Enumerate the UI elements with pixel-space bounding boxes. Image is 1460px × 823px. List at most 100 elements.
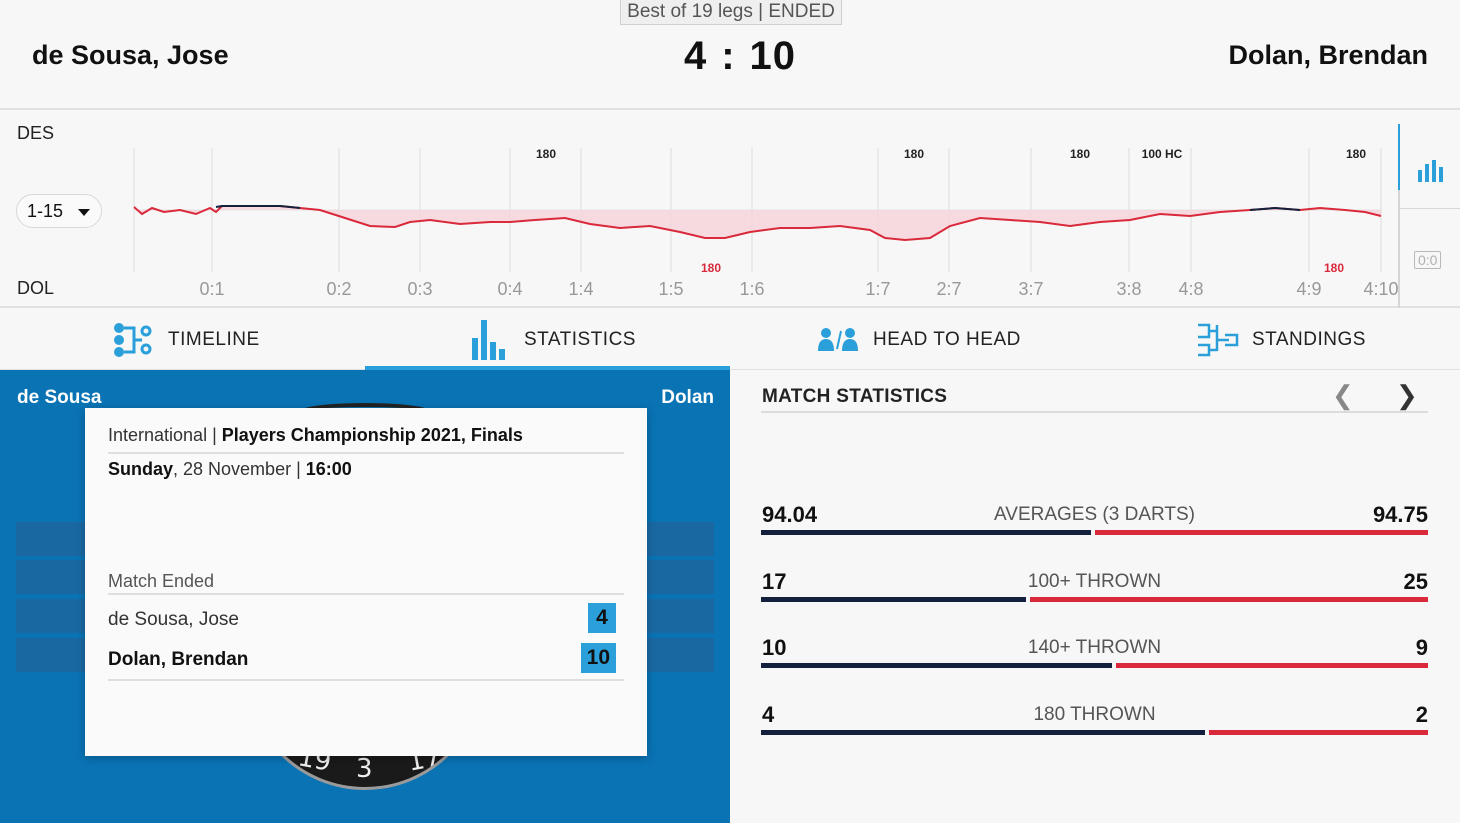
- leg-score-label: 1:6: [739, 279, 764, 299]
- stat-right-value: 25: [1403, 569, 1428, 594]
- match-time: 16:00: [305, 459, 352, 479]
- tab-standings[interactable]: STANDINGS: [1095, 310, 1460, 370]
- throw-row: [640, 599, 714, 633]
- divider: [108, 679, 624, 681]
- top-player-abbr: DES: [17, 123, 55, 143]
- leg-range-value: 1-15: [27, 201, 64, 221]
- stat-left-value: 4: [762, 702, 775, 727]
- head-to-head-icon: [818, 328, 858, 351]
- bar-chart-icon[interactable]: [1417, 158, 1443, 182]
- player1-score: 4: [683, 34, 708, 78]
- top-event-marker: 180: [904, 147, 924, 161]
- bottom-event-marker: 180: [1324, 261, 1344, 275]
- category-label: International |: [108, 425, 222, 445]
- tab-bar: TIMELINE STATISTICS HEAD TO HEAD STANDIN…: [0, 310, 1460, 371]
- leg-score-label: 1:5: [658, 279, 683, 299]
- throw-row: [16, 560, 96, 594]
- throw-row: [16, 599, 96, 633]
- top-event-marker: 180: [536, 147, 556, 161]
- tab-statistics[interactable]: STATISTICS: [365, 310, 730, 371]
- result-row-player1: de Sousa, Jose 4: [108, 603, 624, 637]
- stat-right-value: 2: [1415, 702, 1428, 727]
- stat-left-value: 10: [762, 635, 787, 660]
- stat-label: AVERAGES (3 DARTS): [994, 504, 1195, 525]
- tab-timeline[interactable]: TIMELINE: [0, 310, 365, 370]
- leg-score-label: 4:10: [1363, 279, 1398, 299]
- match-statistics-panel: MATCH STATISTICS ❮ ❯ 94.04 AVERAGES (3 D…: [730, 370, 1460, 823]
- statistics-icon: [472, 320, 505, 360]
- top-event-marker: 100 HC: [1142, 147, 1183, 161]
- stat-bar-left: [761, 530, 1091, 535]
- competition-line: International | Players Championship 202…: [108, 425, 523, 446]
- momentum-lead-segment: [215, 205, 301, 209]
- match-header: Best of 19 legs | ENDED de Sousa, Jose 4…: [0, 0, 1460, 110]
- result-player1-legs: 4: [588, 603, 616, 633]
- board-number: 3: [356, 754, 373, 784]
- throw-row: [640, 522, 714, 556]
- stat-row-100-plus: 17 100+ THROWN 25: [761, 569, 1428, 609]
- momentum-area: [134, 206, 1381, 240]
- player2-score: 10: [749, 34, 797, 78]
- player1-name[interactable]: de Sousa, Jose: [32, 40, 229, 70]
- stat-bar-right: [1209, 730, 1428, 735]
- leg-score-label: 4:8: [1178, 279, 1203, 299]
- leg-score-label: 0:3: [407, 279, 432, 299]
- throw-row: [640, 560, 714, 594]
- divider: [108, 452, 624, 454]
- divider: [761, 411, 1428, 413]
- leg-score-label: 3:7: [1018, 279, 1043, 299]
- stat-right-value: 9: [1415, 635, 1428, 660]
- top-event-marker: 180: [1346, 147, 1366, 161]
- stat-bar-left: [761, 730, 1205, 735]
- score-separator: :: [721, 34, 736, 78]
- result-player2-name: Dolan, Brendan: [108, 649, 249, 670]
- momentum-lead-segment: [1249, 206, 1301, 211]
- leg-score-label: 2:7: [936, 279, 961, 299]
- throw-row: [640, 638, 714, 672]
- player2-name[interactable]: Dolan, Brendan: [1228, 40, 1428, 70]
- stat-left-value: 94.04: [762, 502, 818, 527]
- stat-bar-right: [1030, 597, 1428, 602]
- timeline-icon: [114, 323, 152, 357]
- stat-bar-right: [1116, 663, 1428, 668]
- match-score: 4:10: [640, 34, 840, 79]
- match-datetime: Sunday, 28 November | 16:00: [108, 459, 352, 480]
- reset-zoom-button[interactable]: 0:0: [1400, 208, 1460, 308]
- momentum-graph: 0:1 0:2 0:3 0:4 1:4 1:5 1:6 1:7 2:7 3:7 3:8 4:8 4:9 4…: [133, 147, 1398, 299]
- tab-head-to-head[interactable]: HEAD TO HEAD: [730, 310, 1095, 370]
- stat-left-value: 17: [762, 569, 787, 594]
- leg-score-label: 0:1: [199, 279, 224, 299]
- active-tool-indicator: [1398, 124, 1400, 190]
- throw-row: [16, 522, 96, 556]
- match-statistics-title: MATCH STATISTICS: [762, 386, 948, 407]
- leg-range-select[interactable]: 1-15: [16, 194, 102, 228]
- match-status: Match Ended: [108, 571, 215, 591]
- stat-right-value: 94.75: [1372, 502, 1428, 527]
- match-format-badge: Best of 19 legs | ENDED: [620, 0, 842, 25]
- tab-head-to-head-label: HEAD TO HEAD: [873, 329, 1021, 350]
- divider: [108, 593, 624, 595]
- dartboard-top-edge: [295, 403, 435, 423]
- result-player1-name: de Sousa, Jose: [108, 609, 239, 630]
- match-day: Sunday: [108, 459, 174, 479]
- standings-icon: [1198, 323, 1239, 357]
- stat-row-140-plus: 10 140+ THROWN 9: [761, 635, 1428, 675]
- competition-name[interactable]: Players Championship 2021, Finals: [221, 425, 523, 445]
- tab-statistics-label: STATISTICS: [524, 329, 636, 350]
- leg-score-label: 0:4: [497, 279, 522, 299]
- bottom-player-abbr: DOL: [17, 278, 55, 298]
- stat-label: 180 THROWN: [1033, 704, 1156, 725]
- top-event-marker: 180: [1070, 147, 1090, 161]
- stat-label: 140+ THROWN: [1027, 637, 1162, 658]
- leg-score-label: 1:7: [865, 279, 890, 299]
- tab-timeline-label: TIMELINE: [168, 329, 260, 350]
- tab-standings-label: STANDINGS: [1252, 329, 1366, 350]
- match-date: , 28 November |: [173, 459, 306, 479]
- stat-row-averages: 94.04 AVERAGES (3 DARTS) 94.75: [761, 502, 1428, 542]
- result-player2-legs: 10: [580, 643, 616, 673]
- chevron-left-icon[interactable]: ❮: [1332, 380, 1354, 410]
- chart-tools: 0:0: [1398, 124, 1460, 308]
- chevron-right-icon[interactable]: ❯: [1396, 380, 1418, 410]
- bottom-event-marker: 180: [701, 261, 721, 275]
- stat-row-180: 4 180 THROWN 2: [761, 702, 1428, 742]
